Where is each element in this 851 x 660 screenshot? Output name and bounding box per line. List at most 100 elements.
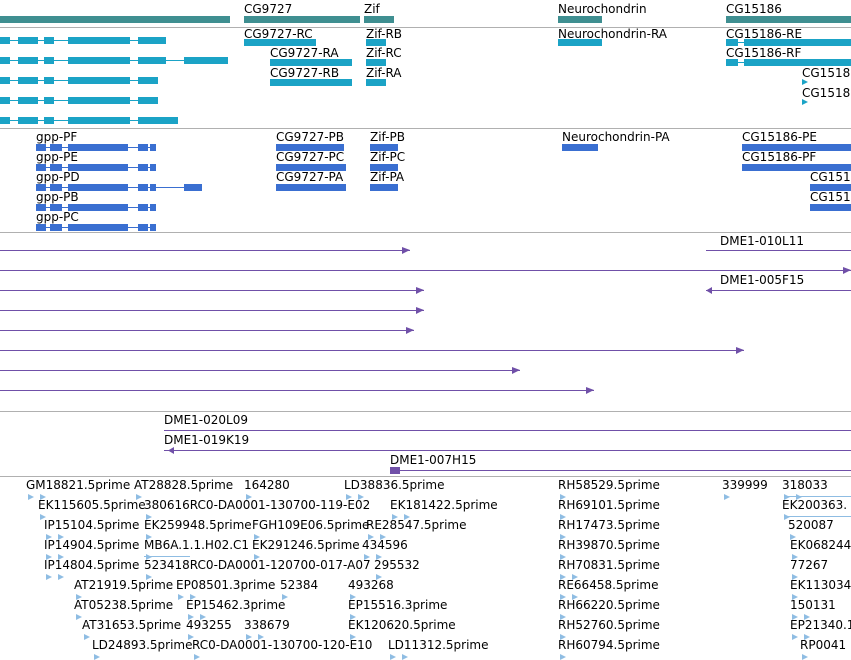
transcript-model-exon[interactable]: [18, 77, 38, 84]
transcript-cg9727-rb-exon[interactable]: [270, 79, 352, 86]
clone-end-marker[interactable]: [402, 247, 410, 254]
est-feature[interactable]: [350, 594, 356, 600]
est-feature[interactable]: [28, 494, 34, 500]
est-feature[interactable]: [572, 574, 578, 580]
est-feature[interactable]: [560, 614, 566, 620]
transcript-cg9727-rc-exon[interactable]: [244, 39, 316, 46]
cds-model-exon[interactable]: [36, 204, 46, 211]
est-feature[interactable]: [136, 494, 142, 500]
cds-model-exon[interactable]: [150, 224, 156, 231]
est-feature[interactable]: [560, 654, 566, 660]
transcript-model-exon[interactable]: [18, 57, 38, 64]
transcript-model-exon[interactable]: [44, 37, 54, 44]
est-feature[interactable]: [560, 554, 566, 560]
est-feature[interactable]: [390, 654, 396, 660]
est-feature[interactable]: [560, 574, 566, 580]
clone-end-marker[interactable]: [706, 287, 712, 294]
transcript-model-exon[interactable]: [68, 57, 130, 64]
est-feature[interactable]: [346, 494, 352, 500]
gene-bar-cg9727[interactable]: [244, 16, 360, 23]
clone-end-marker[interactable]: [512, 367, 520, 374]
transcript-cg9727-ra-exon[interactable]: [270, 59, 352, 66]
transcript-model-exon[interactable]: [138, 57, 166, 64]
transcript-model-exon[interactable]: [138, 97, 158, 104]
est-feature[interactable]: [368, 534, 374, 540]
cds-model-exon[interactable]: [150, 204, 156, 211]
cds-model-exon[interactable]: [150, 144, 156, 151]
est-feature[interactable]: [146, 514, 152, 520]
est-feature[interactable]: [46, 574, 52, 580]
est-feature[interactable]: [94, 654, 100, 660]
est-feature[interactable]: [784, 514, 790, 520]
transcript-model-exon[interactable]: [18, 37, 38, 44]
cds-zif-exon[interactable]: [370, 184, 398, 191]
est-feature[interactable]: [560, 494, 566, 500]
est-feature[interactable]: [58, 574, 64, 580]
transcript-zif-exon[interactable]: [366, 59, 386, 66]
cds-zif-exon[interactable]: [370, 164, 398, 171]
cds-model-exon[interactable]: [36, 164, 46, 171]
transcript-model-exon[interactable]: [44, 117, 54, 124]
clone-end-marker[interactable]: [416, 307, 424, 314]
est-feature[interactable]: [76, 614, 82, 620]
cds-model-exon[interactable]: [68, 184, 128, 191]
cds-model-exon[interactable]: [68, 204, 128, 211]
transcript-model-exon[interactable]: [68, 97, 130, 104]
cds-model-exon[interactable]: [36, 144, 46, 151]
gene-bar-cg15186[interactable]: [726, 16, 851, 23]
cds-cg9727-pb-exon[interactable]: [276, 144, 344, 151]
transcript-model-exon[interactable]: [68, 77, 130, 84]
est-feature[interactable]: [254, 534, 260, 540]
est-feature[interactable]: [376, 554, 382, 560]
transcript-start-marker[interactable]: [802, 79, 808, 85]
cds-cg151-exon[interactable]: [810, 204, 851, 211]
est-feature[interactable]: [40, 494, 46, 500]
transcript-model-exon[interactable]: [44, 77, 54, 84]
est-feature[interactable]: [792, 634, 798, 640]
transcript-model-exon[interactable]: [138, 117, 178, 124]
est-feature[interactable]: [792, 554, 798, 560]
cds-model-exon[interactable]: [50, 204, 62, 211]
transcript-model-exon[interactable]: [184, 57, 228, 64]
clone-end-marker[interactable]: [843, 267, 851, 274]
cds-neurochondrin-pa-exon[interactable]: [562, 144, 598, 151]
transcript-zif-exon[interactable]: [366, 79, 386, 86]
transcript-model-exon[interactable]: [68, 37, 130, 44]
cds-model-exon[interactable]: [138, 164, 148, 171]
est-feature[interactable]: [402, 654, 408, 660]
est-feature[interactable]: [188, 614, 194, 620]
est-feature[interactable]: [792, 574, 798, 580]
clone-end-marker[interactable]: [168, 447, 174, 454]
cds-cg9727-pc-exon[interactable]: [276, 164, 346, 171]
transcript-start-marker[interactable]: [802, 99, 808, 105]
est-feature[interactable]: [790, 534, 796, 540]
est-feature[interactable]: [254, 554, 260, 560]
transcript-neurochondrin-ra-exon[interactable]: [558, 39, 602, 46]
gene-bar-neurochondrin[interactable]: [558, 16, 602, 23]
cds-cg9727-pa-exon[interactable]: [276, 184, 346, 191]
est-feature[interactable]: [194, 654, 200, 660]
est-feature[interactable]: [84, 634, 90, 640]
est-feature[interactable]: [76, 594, 82, 600]
cds-model-exon[interactable]: [50, 164, 62, 171]
gene-bar[interactable]: [0, 16, 230, 23]
transcript-model-exon[interactable]: [18, 97, 38, 104]
transcript-model-exon[interactable]: [138, 77, 158, 84]
est-feature[interactable]: [560, 594, 566, 600]
clone-end-marker[interactable]: [416, 287, 424, 294]
transcript-cg15186-rf-exon[interactable]: [726, 59, 738, 66]
cds-model-exon[interactable]: [138, 204, 148, 211]
transcript-model-exon[interactable]: [0, 97, 10, 104]
est-feature[interactable]: [188, 634, 194, 640]
cds-model-exon[interactable]: [68, 144, 128, 151]
est-feature[interactable]: [246, 494, 252, 500]
transcript-model-exon[interactable]: [0, 37, 10, 44]
transcript-model-exon[interactable]: [18, 117, 38, 124]
est-feature[interactable]: [560, 634, 566, 640]
est-feature[interactable]: [802, 654, 808, 660]
transcript-zif-exon[interactable]: [366, 39, 386, 46]
est-feature[interactable]: [350, 614, 356, 620]
cds-model-exon[interactable]: [36, 184, 46, 191]
est-feature[interactable]: [404, 514, 410, 520]
est-feature[interactable]: [190, 594, 196, 600]
